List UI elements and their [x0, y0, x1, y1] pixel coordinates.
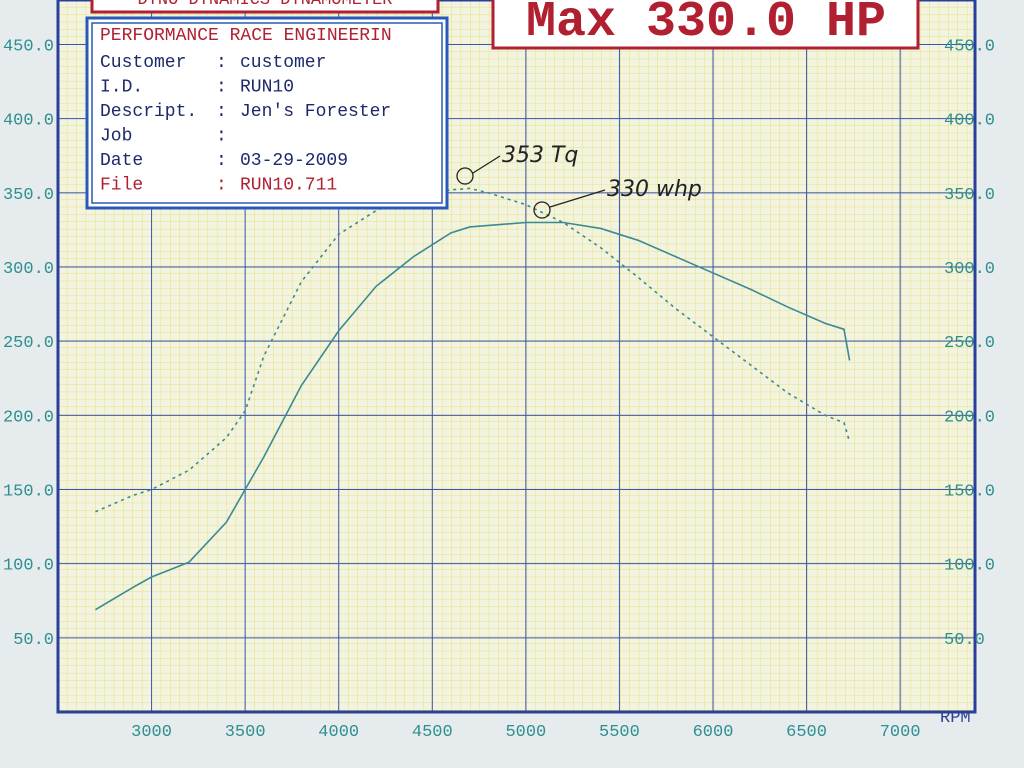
y-tick-label: 150.0: [3, 483, 54, 502]
annotation-text: 353 Tq: [502, 143, 578, 168]
info-separator: :: [216, 176, 227, 196]
annotation-leader: [549, 189, 606, 208]
header-frame: [90, 0, 440, 14]
series-line: [95, 187, 851, 513]
series-line: [95, 221, 851, 611]
x-axis-label: RPM: [940, 709, 971, 728]
x-tick-label: 4500: [412, 723, 453, 742]
x-tick-label: 4000: [318, 723, 359, 742]
info-separator: :: [216, 102, 227, 122]
x-tick-label: 6000: [693, 723, 734, 742]
info-separator: :: [216, 127, 227, 147]
info-value: 03-29-2009: [240, 151, 348, 171]
info-value: customer: [240, 53, 326, 73]
info-label: File: [100, 176, 143, 196]
header-box: DYNO DYNAMICS DYNAMOMETER: [90, 0, 440, 14]
y-tick-label: 200.0: [3, 408, 54, 427]
y-tick-label: 450.0: [3, 38, 54, 57]
annotations: 353 Tq 330 whp: [456, 143, 702, 219]
y-tick-label: 350.0: [3, 186, 54, 205]
y-tick-label: 300.0: [3, 260, 54, 279]
max-box: Max 330.0 HP: [491, 0, 920, 51]
info-label: Job: [100, 127, 132, 147]
info-separator: :: [216, 53, 227, 73]
info-value: Jen's Forester: [240, 102, 391, 122]
info-label: I.D.: [100, 78, 143, 98]
info-title: PERFORMANCE RACE ENGINEERIN: [100, 26, 392, 46]
lines: [95, 187, 851, 611]
annotation-circle: [533, 201, 551, 219]
y2-tick-label: 100.0: [944, 557, 995, 576]
annotation-leader: [472, 155, 501, 174]
x-tick-label: 3000: [131, 723, 172, 742]
annotation-circle: [456, 167, 474, 185]
y2-tick-label: 150.0: [944, 483, 995, 502]
info-separator: :: [216, 78, 227, 98]
info-box: PERFORMANCE RACE ENGINEERIN Customer: cus…: [85, 16, 449, 210]
x-tick-label: 7000: [880, 723, 921, 742]
y-tick-label: 400.0: [3, 112, 54, 131]
y2-tick-label: 400.0: [944, 112, 995, 131]
info-inner-frame: [91, 22, 443, 204]
y2-tick-label: 250.0: [944, 334, 995, 353]
max-frame: [491, 0, 920, 50]
x-tick-label: 3500: [225, 723, 266, 742]
y2-tick-label: 200.0: [944, 408, 995, 427]
y2-tick-label: 450.0: [944, 38, 995, 57]
y-tick-label: 50.0: [13, 631, 54, 650]
x-tick-label: 5000: [505, 723, 546, 742]
y2-tick-label: 300.0: [944, 260, 995, 279]
info-value: RUN10.711: [240, 176, 337, 196]
plot-border: [56, 0, 977, 714]
y-tick-label: 250.0: [3, 334, 54, 353]
y2-tick-label: 50.0: [944, 631, 985, 650]
header-text: DYNO DYNAMICS DYNAMOMETER: [137, 0, 392, 10]
info-label: Customer: [100, 53, 186, 73]
info-label: Descript.: [100, 102, 197, 122]
max-label: Max 330.0 HP: [526, 0, 886, 51]
x-tick-label: 5500: [599, 723, 640, 742]
annotation-text: 330 whp: [607, 177, 702, 202]
x-tick-label: 6500: [786, 723, 827, 742]
info-separator: :: [216, 151, 227, 171]
info-label: Date: [100, 151, 143, 171]
y-tick-label: 100.0: [3, 557, 54, 576]
y2-tick-label: 350.0: [944, 186, 995, 205]
info-value: RUN10: [240, 78, 294, 98]
info-frame: [85, 16, 449, 210]
